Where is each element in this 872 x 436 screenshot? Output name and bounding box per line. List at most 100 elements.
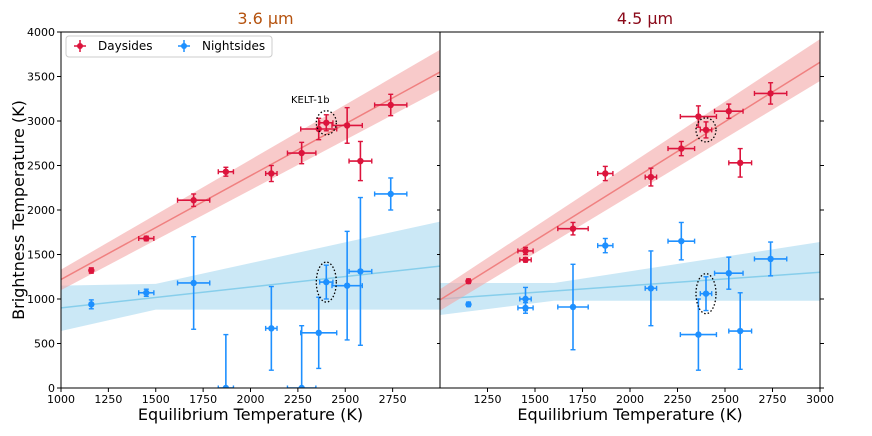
y-tick-label: 2500 <box>27 160 55 173</box>
nightside-point <box>137 288 155 298</box>
x-tick-label: 1500 <box>142 393 170 406</box>
data-point-marker <box>268 170 275 177</box>
highlight-dayside-ellipse <box>315 110 337 136</box>
nightside-point <box>465 301 472 308</box>
legend: Daysides Nightsides <box>65 35 273 58</box>
nightside-point <box>88 299 95 310</box>
panel-3p6um: KELT-1b 1000 1250 1500 1750 2000 2250 2500 2750 0… <box>27 9 441 424</box>
highlight-nightside-ellipse <box>315 261 337 303</box>
y-axis-label: Brightness Temperature (K) <box>9 100 28 320</box>
dayside-fit-band <box>440 39 820 311</box>
x-tick-label: 2500 <box>711 393 739 406</box>
nightside-fit-band <box>440 242 820 316</box>
data-point-marker <box>737 327 744 335</box>
x-axis-label: Equilibrium Temperature (K) <box>517 405 742 424</box>
nightside-point <box>597 237 614 254</box>
y-tick-label: 1000 <box>27 293 55 306</box>
dayside-fit-band <box>61 49 440 291</box>
y-tick-label: 500 <box>34 338 55 351</box>
x-tick-label: 1750 <box>569 393 597 406</box>
data-point-marker <box>725 269 732 277</box>
y-tick-label: 3500 <box>27 71 55 84</box>
data-point-marker <box>323 278 330 286</box>
data-point-marker <box>522 256 529 264</box>
dayside-point <box>644 167 658 187</box>
data-point-marker <box>88 267 95 274</box>
legend-marker-dot <box>181 43 187 49</box>
y-tick-label: 4000 <box>27 26 55 39</box>
data-point-marker <box>695 331 702 338</box>
dayside-point <box>373 93 408 117</box>
data-point-marker <box>702 290 710 297</box>
data-point-marker <box>143 235 150 242</box>
dayside-point <box>264 164 278 183</box>
data-point-marker <box>522 295 529 303</box>
data-point-marker <box>357 157 364 165</box>
dayside-point <box>137 235 155 242</box>
x-tick-label: 1500 <box>521 393 549 406</box>
data-point-marker <box>387 101 394 109</box>
y-tick-label: 2000 <box>27 204 55 217</box>
nightside-point <box>667 221 696 261</box>
dayside-point <box>597 165 614 182</box>
highlight-dayside-ellipse <box>695 117 717 143</box>
data-point-marker <box>767 255 774 263</box>
dayside-point <box>318 114 334 132</box>
nightside-point <box>348 196 373 346</box>
data-point-marker <box>357 268 364 275</box>
nightside-point <box>644 250 658 327</box>
data-point-marker <box>737 159 744 167</box>
dayside-point <box>519 256 532 264</box>
data-point-marker <box>315 125 322 133</box>
data-point-marker <box>143 289 150 296</box>
dayside-point <box>176 193 211 208</box>
nightside-point <box>517 301 534 314</box>
x-tick-label: 2000 <box>616 393 644 406</box>
x-tick-label: 2250 <box>284 393 312 406</box>
nightside-point <box>318 264 334 300</box>
data-point-marker <box>522 304 529 312</box>
dayside-point <box>465 278 472 285</box>
data-point-marker <box>725 108 732 115</box>
annotation-kelt-1b: KELT-1b <box>291 95 330 106</box>
dayside-point <box>667 140 696 157</box>
dayside-point <box>699 121 713 139</box>
nightside-point <box>699 276 713 312</box>
data-point-marker <box>222 168 230 175</box>
x-tick-label: 1250 <box>474 393 502 406</box>
data-point-marker <box>602 170 609 177</box>
dayside-fit-line <box>61 71 440 281</box>
data-point-marker <box>222 384 230 388</box>
nightside-point <box>264 285 278 371</box>
dayside-point <box>217 166 235 177</box>
nightside-point <box>300 296 338 370</box>
nightside-point <box>753 241 788 277</box>
nightside-point <box>217 333 235 388</box>
data-point-marker <box>343 122 351 129</box>
data-point-marker <box>647 285 655 292</box>
data-point-marker <box>88 301 95 308</box>
x-tick-label: 2250 <box>664 393 692 406</box>
data-point-marker <box>702 126 710 134</box>
data-point-marker <box>387 190 394 198</box>
data-point-marker <box>647 173 655 181</box>
y-tick-label: 1500 <box>27 249 55 262</box>
dayside-point <box>348 140 373 182</box>
dayside-point <box>713 103 744 120</box>
data-point-marker <box>298 384 305 388</box>
legend-box <box>65 35 273 58</box>
data-point-marker <box>465 301 472 308</box>
x-tick-label: 2500 <box>331 393 359 406</box>
nightside-fit-line <box>61 265 440 309</box>
data-point-marker <box>190 279 197 287</box>
data-point-marker <box>569 225 577 232</box>
data-point-marker <box>465 278 472 285</box>
x-tick-label: 3000 <box>806 393 834 406</box>
dayside-point <box>557 221 589 236</box>
nightside-point <box>286 325 317 388</box>
dayside-fit-line <box>440 61 820 301</box>
plot-area <box>61 49 440 388</box>
panel-title: 3.6 μm <box>237 9 293 28</box>
data-point-marker <box>315 329 322 337</box>
